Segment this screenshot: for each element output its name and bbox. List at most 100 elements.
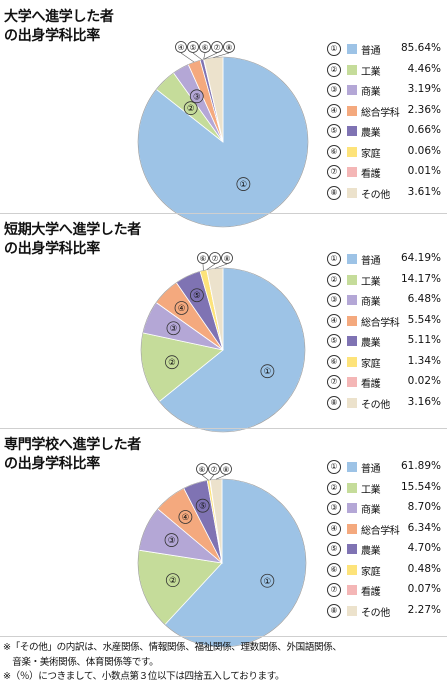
legend-marker: ⑦ [327,583,341,597]
legend-value: 0.48% [407,562,441,575]
legend-marker: ① [327,42,341,56]
footnote-line: ※（％）につきまして、小数点第３位以下は四捨五入しております。 [3,671,285,682]
legend-swatch [347,64,357,75]
legend-label: 農業 [361,338,381,349]
legend-label: 工業 [361,276,381,288]
panel-divider [0,428,447,429]
legend-swatch [347,544,357,554]
legend-row: ② 工業 4.46% [327,61,443,82]
legend-marker: ③ [327,83,341,97]
legend-value: 0.01% [407,165,441,177]
legend-marker: ③ [327,293,341,307]
legend-label: 普通 [361,464,381,475]
leader-line [209,474,215,481]
legend-swatch [347,254,357,264]
legend-value: 3.19% [407,83,441,95]
slice-marker-circle [260,573,275,588]
legend-row: ② 工業 15.54% [327,479,443,500]
legend-swatch [347,274,357,285]
legend-swatch [347,85,357,95]
legend-label: 家庭 [361,566,381,578]
slice-marker-label: ⑤ [190,43,197,52]
legend-swatch [347,126,357,136]
legend-swatch [347,315,357,326]
slice-marker-label: ④ [182,513,190,523]
slice-marker: ⑥ [199,41,211,53]
slice-marker: ⑤ [190,288,204,303]
legend-label: 農業 [361,546,381,557]
slice-marker: ① [236,177,251,191]
slice-marker: ① [260,573,275,588]
slice-marker-circle [164,533,179,547]
footnote-line: ※「その他」の内訳は、水産関係、情報関係、福祉関係、理数関係、外国語関係、 [3,642,342,653]
legend-marker: ⑧ [327,185,341,200]
legend-label: 工業 [361,484,381,496]
legend-label: 看護 [361,379,381,390]
legend-label: 家庭 [361,148,381,160]
legend-row: ① 普通 64.19% [327,250,443,271]
legend-swatch [347,187,357,198]
legend-value: 2.36% [407,103,441,116]
legend-row: ⑦ 看護 0.07% [327,581,443,602]
legend-marker: ⑥ [327,354,341,369]
slice-marker-circle [199,41,211,53]
legend-swatch [347,605,357,616]
legend-row: ⑥ 家庭 0.06% [327,143,443,164]
slice-marker: ① [260,364,275,379]
slice-marker-label: ③ [170,324,178,334]
legend-marker: ⑦ [327,165,341,179]
legend-swatch [347,336,357,346]
legend-value: 0.66% [407,124,441,136]
legend-swatch [347,377,357,387]
leader-line [214,263,228,269]
chart-title: 大学へ進学した者 の出身学科比率 [4,8,114,46]
slice-marker: ④ [178,510,193,524]
slice-marker-circle [260,364,275,379]
legend-marker: ⑥ [327,562,341,577]
pie-outline [140,267,306,433]
legend-marker: ② [327,62,341,77]
slice-marker-circle [165,355,179,370]
legend-row: ③ 商業 3.19% [327,81,443,102]
footnotes: ※「その他」の内訳は、水産関係、情報関係、福祉関係、理数関係、外国語関係、 音楽… [3,641,342,685]
slice-marker-circle [183,101,198,116]
legend-label: 商業 [361,297,381,308]
legend-label: 総合学科 [361,317,400,329]
slice-marker-label: ⑦ [212,254,219,263]
legend-value: 6.48% [407,293,441,305]
legend: ① 普通 61.89% ② 工業 15.54% ③ 商業 8.70% ④ 総合学科 6.34% ⑤ 農業 4… [327,458,443,622]
legend-label: 普通 [361,46,381,57]
slice-marker-label: ⑥ [200,254,207,263]
slice-marker: ⑦ [209,252,221,264]
legend-label: その他 [361,189,390,201]
legend-marker: ② [327,272,341,287]
slice-marker-label: ⑧ [223,465,230,474]
slice-marker-label: ⑦ [214,43,221,52]
slice-marker: ⑦ [208,463,220,475]
legend-value: 3.16% [407,395,441,408]
slice-marker-label: ⑥ [202,43,209,52]
legend-marker: ④ [327,313,341,328]
slice-marker-circle [196,463,208,475]
slice-marker-circle [197,252,209,264]
slice-marker-label: ④ [178,304,186,314]
slice-marker: ③ [166,321,181,336]
legend-row: ④ 総合学科 5.54% [327,312,443,333]
legend-swatch [347,397,357,408]
legend-label: 家庭 [361,358,381,370]
legend-row: ⑦ 看護 0.02% [327,373,443,394]
chart-title-line: の出身学科比率 [4,456,100,472]
legend-value: 85.64% [400,42,441,54]
slice-marker-circle [211,41,223,53]
legend-marker: ⑥ [327,144,341,159]
legend-row: ⑧ その他 2.27% [327,602,443,623]
legend-label: その他 [361,399,390,411]
legend-swatch [347,564,357,575]
legend-value: 4.46% [407,62,441,75]
slice-marker: ⑥ [197,252,209,264]
slice-marker: ⑧ [223,41,235,53]
leader-line [215,474,227,480]
legend-marker: ⑧ [327,395,341,410]
